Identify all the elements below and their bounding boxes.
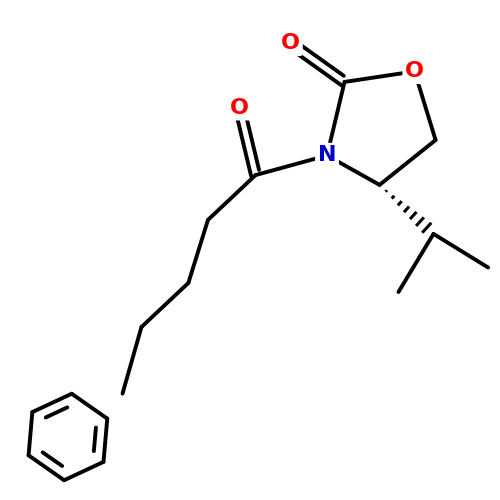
Text: O: O [405,62,424,82]
Text: N: N [318,146,336,166]
Text: O: O [230,98,249,118]
Text: O: O [281,34,300,54]
